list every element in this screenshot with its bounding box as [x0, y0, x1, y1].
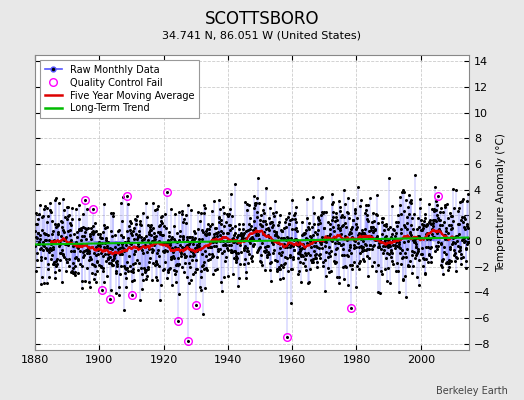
- Text: SCOTTSBORO: SCOTTSBORO: [205, 10, 319, 28]
- Y-axis label: Temperature Anomaly (°C): Temperature Anomaly (°C): [496, 133, 506, 272]
- Text: 34.741 N, 86.051 W (United States): 34.741 N, 86.051 W (United States): [162, 30, 362, 40]
- Text: Berkeley Earth: Berkeley Earth: [436, 386, 508, 396]
- Legend: Raw Monthly Data, Quality Control Fail, Five Year Moving Average, Long-Term Tren: Raw Monthly Data, Quality Control Fail, …: [40, 60, 199, 118]
